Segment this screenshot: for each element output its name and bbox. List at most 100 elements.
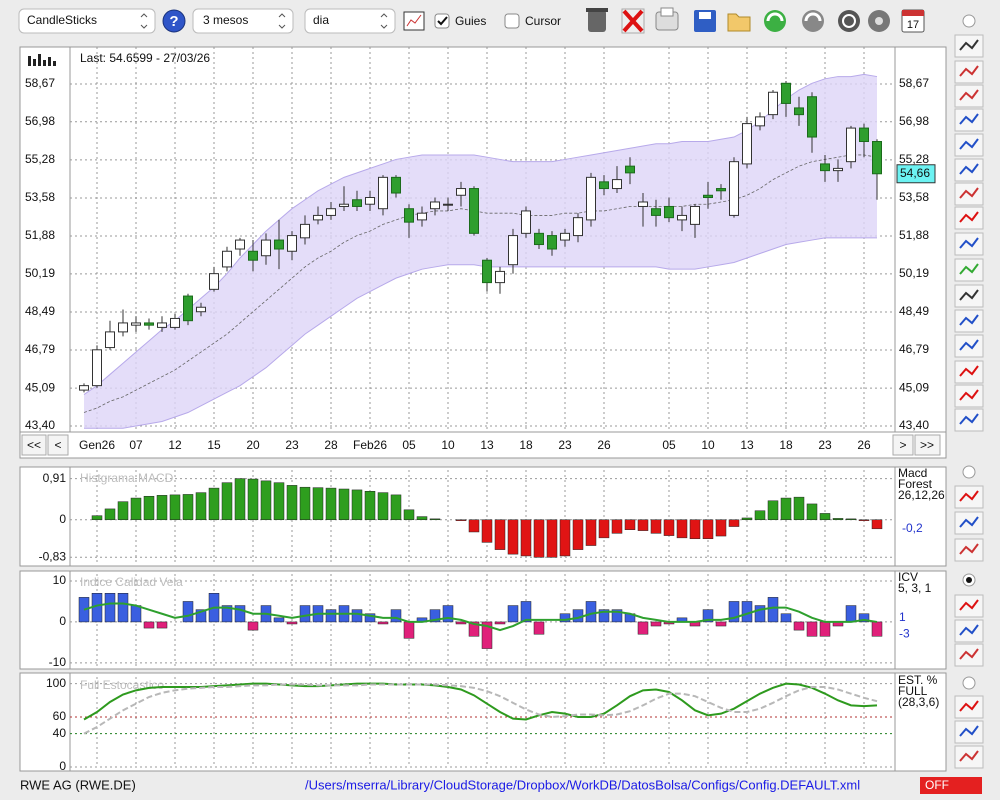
icv-bar [442,605,454,623]
status-label: OFF [925,778,949,792]
sidebar-icon [959,65,979,77]
y-tick-label: 43,40 [899,418,929,432]
candle-body [547,235,557,250]
histogram-bar [273,482,285,521]
histogram-bar [299,486,311,521]
icv-bar [156,621,168,629]
histogram-bar [806,503,818,521]
candle-body [196,306,206,313]
sidebar-icon [959,365,979,377]
chart-icon[interactable] [403,11,425,31]
histogram-bar [598,519,610,539]
sidebar-icon [959,89,979,101]
save-button[interactable] [694,10,716,32]
period-select[interactable] [192,8,294,34]
histogram-bar [195,492,207,521]
x-tick-label: 10 [441,438,455,452]
candle-body [261,239,271,257]
histogram-bar [624,519,636,530]
histogram-bar [572,519,584,550]
histogram-bar [845,518,857,521]
candle-body [872,141,882,175]
currency-button[interactable] [802,10,824,32]
icv-bar [455,621,467,625]
nav-prev-button[interactable] [47,434,69,456]
x-tick-label: 26 [597,438,611,452]
stochastic-line [83,683,878,735]
icv-bar [520,601,532,623]
delete-button[interactable] [621,8,645,34]
nav-first-label: << [27,438,41,452]
y-tick-label: 50,19 [899,266,929,280]
radio[interactable] [962,465,976,479]
histogram-bar [520,519,532,557]
candle-body [79,385,89,391]
icv-bar [247,621,259,631]
refresh-button[interactable] [764,10,786,32]
icv-bar [117,593,129,623]
radio[interactable] [962,676,976,690]
indicator-legend: EST. % [898,673,938,687]
sidebar-icon [959,516,979,528]
candle-body [742,123,752,165]
candle-body [391,176,401,194]
sidebar-icon [959,289,979,301]
interval-select[interactable] [304,8,396,34]
candle-body [560,232,570,241]
histogram-bar [832,518,844,521]
print-button[interactable] [655,7,679,31]
nav-next-button[interactable] [892,434,914,456]
euro-button[interactable] [838,10,860,32]
histogram-bar [546,519,558,558]
status-box[interactable] [920,777,982,794]
chart-type-select[interactable] [18,8,156,34]
guides-checkbox[interactable] [434,13,450,29]
histogram-bar [793,496,805,521]
histogram-bar [364,491,376,521]
y-tick-label: 48,49 [899,304,929,318]
x-tick-label: 23 [558,438,572,452]
band-lower [84,237,877,429]
histogram-bar [403,509,415,521]
x-tick-label: 12 [168,438,182,452]
radio[interactable] [962,14,976,28]
nav-last-button[interactable] [914,434,941,456]
histogram-bar [611,519,623,534]
candle-body [586,176,596,221]
x-tick-label: 23 [818,438,832,452]
indicator-legend: Macd [898,466,927,480]
candle-body [690,205,700,225]
y-tick-label: 55,28 [25,152,55,166]
y-tick-label: 100 [46,676,66,690]
trash-button[interactable] [586,8,608,32]
x-tick-label: 18 [519,438,533,452]
candle-body [365,197,375,205]
candle-body [170,317,180,328]
guides-label: Guies [455,14,486,28]
help-button[interactable] [162,9,186,33]
nav-first-button[interactable] [21,434,47,456]
candle-body [846,127,856,163]
calendar-button[interactable] [901,9,925,33]
icv-bar [715,621,727,627]
icv-bar [767,597,779,623]
candle-body [508,235,518,266]
candle-body [417,212,427,221]
y-tick-label: 10 [53,573,67,587]
candle-body [248,250,258,261]
candle-body [833,167,843,172]
y-tick-label: 0,91 [43,471,67,485]
settings-button[interactable] [868,10,890,32]
symbol-label: RWE AG (RWE.DE) [20,777,136,792]
histogram-bar [429,518,441,521]
histogram-bar [260,480,272,521]
candle-body [729,161,739,216]
icv-bar [494,621,506,625]
sidebar-icon [959,113,979,125]
cursor-checkbox[interactable] [504,13,520,29]
icv-bar [351,609,363,623]
candle-body [326,208,336,216]
sidebar-icon [959,648,979,660]
open-button[interactable] [727,13,751,32]
